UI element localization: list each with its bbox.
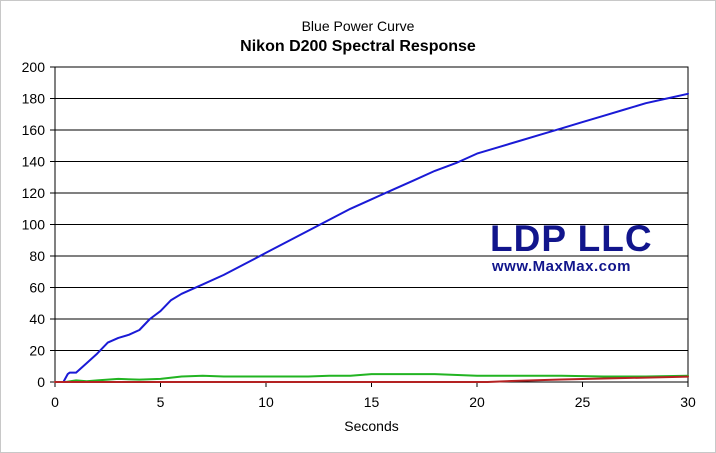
y-tick-label: 80 <box>29 248 45 264</box>
y-tick-label: 120 <box>22 185 46 201</box>
y-tick-label: 100 <box>22 217 46 233</box>
y-tick-label: 40 <box>29 311 45 327</box>
series-line-0 <box>62 92 689 383</box>
x-tick-label: 25 <box>575 394 591 410</box>
chart-subtitle: Nikon D200 Spectral Response <box>240 38 476 55</box>
x-tick-label: 10 <box>258 394 274 410</box>
series-line-2 <box>54 375 689 383</box>
x-tick-label: 30 <box>680 394 696 410</box>
watermark-company-name: LDP LLC <box>490 218 653 259</box>
watermark-url: www.MaxMax.com <box>492 258 631 275</box>
x-tick-label: 0 <box>51 394 59 410</box>
y-tick-label: 160 <box>22 122 46 138</box>
x-axis-title: Seconds <box>344 418 398 434</box>
y-tick-label: 60 <box>29 280 45 296</box>
y-tick-label: 180 <box>22 91 46 107</box>
y-tick-label: 140 <box>22 154 46 170</box>
y-tick-label: 20 <box>29 343 45 359</box>
x-tick-label: 20 <box>469 394 485 410</box>
x-tick-label: 5 <box>157 394 165 410</box>
series-line-1 <box>64 373 689 383</box>
chart-title: Blue Power Curve <box>301 18 415 34</box>
x-tick-label: 15 <box>364 394 380 410</box>
y-tick-label: 200 <box>22 59 46 75</box>
y-tick-label: 0 <box>37 374 45 390</box>
